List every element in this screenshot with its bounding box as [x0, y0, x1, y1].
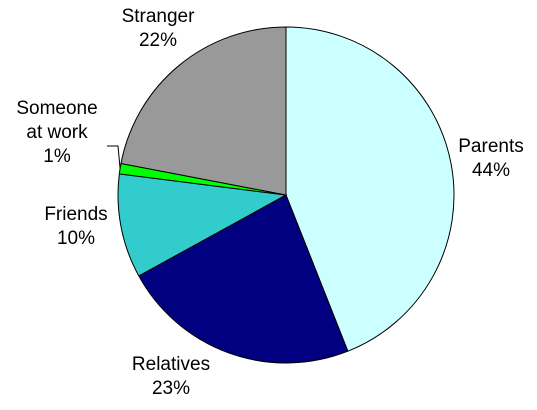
slice-label-someone-at-work: Someone at work 1% [16, 98, 97, 167]
pie-slice-parents [285, 26, 455, 352]
pie-slice-relatives [138, 194, 349, 364]
pie-slices [117, 26, 455, 364]
slice-label-stranger: Stranger 22% [122, 6, 196, 51]
pie-slice-friends [117, 173, 288, 277]
slice-label-parents: Parents 44% [458, 136, 523, 181]
leader-lines [107, 145, 121, 169]
pie-labels: Parents 44% Relatives 23% Friends 10% Someone a… [16, 6, 523, 399]
pie-slice-stranger [120, 26, 287, 196]
leader-line-someone-at-work [107, 145, 121, 169]
slice-label-relatives: Relatives 23% [132, 354, 210, 399]
slice-label-friends: Friends 10% [44, 204, 107, 249]
